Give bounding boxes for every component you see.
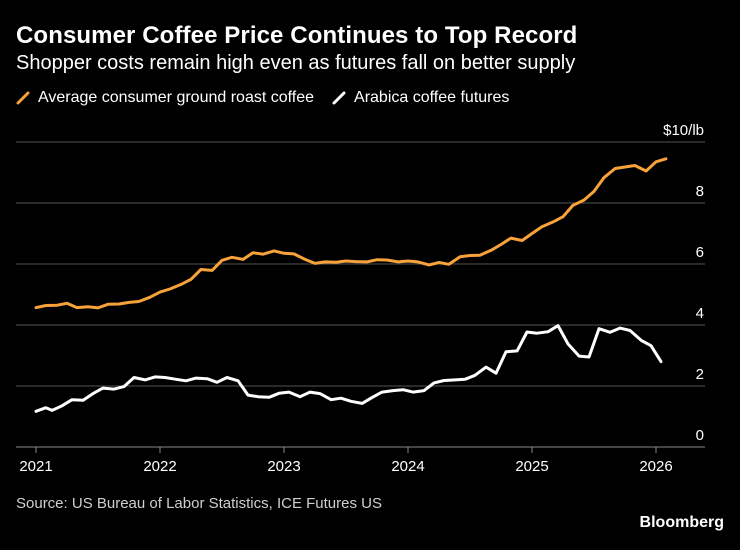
y-tick-label: 0 bbox=[696, 427, 704, 444]
y-tick-label: 8 bbox=[696, 183, 704, 200]
x-tick-label: 2025 bbox=[515, 458, 548, 475]
x-tick-label: 2024 bbox=[391, 458, 424, 475]
chart-subtitle: Shopper costs remain high even as future… bbox=[16, 52, 576, 74]
y-tick-label: 6 bbox=[696, 244, 704, 261]
line-chart: 0 2 4 6 8 $10/lb 2021 2022 2023 2024 2025 2026 bbox=[16, 122, 705, 475]
legend-item-consumer: Average consumer ground roast coffee bbox=[16, 89, 314, 107]
series-line-0 bbox=[34, 157, 668, 310]
x-tick-label: 2026 bbox=[639, 458, 672, 475]
legend-swatch-consumer-icon bbox=[16, 91, 30, 105]
bloomberg-logo: Bloomberg bbox=[639, 514, 724, 531]
chart-title: Consumer Coffee Price Continues to Top R… bbox=[16, 22, 578, 49]
y-tick-label: $10/lb bbox=[663, 122, 704, 139]
y-tick-label: 2 bbox=[696, 366, 704, 383]
source-note: Source: US Bureau of Labor Statistics, I… bbox=[16, 495, 382, 512]
legend-item-futures: Arabica coffee futures bbox=[332, 89, 509, 107]
series-line-1 bbox=[34, 324, 663, 413]
x-tick-label: 2023 bbox=[267, 458, 300, 475]
legend-swatch-futures-icon bbox=[332, 91, 346, 105]
legend-label-consumer: Average consumer ground roast coffee bbox=[38, 89, 315, 106]
y-tick-label: 4 bbox=[696, 305, 704, 322]
x-tick-label: 2022 bbox=[143, 458, 176, 475]
x-tick-label: 2021 bbox=[19, 458, 52, 475]
legend-label-futures: Arabica coffee futures bbox=[354, 89, 510, 106]
legend: Average consumer ground roast coffee Ara… bbox=[16, 89, 527, 107]
